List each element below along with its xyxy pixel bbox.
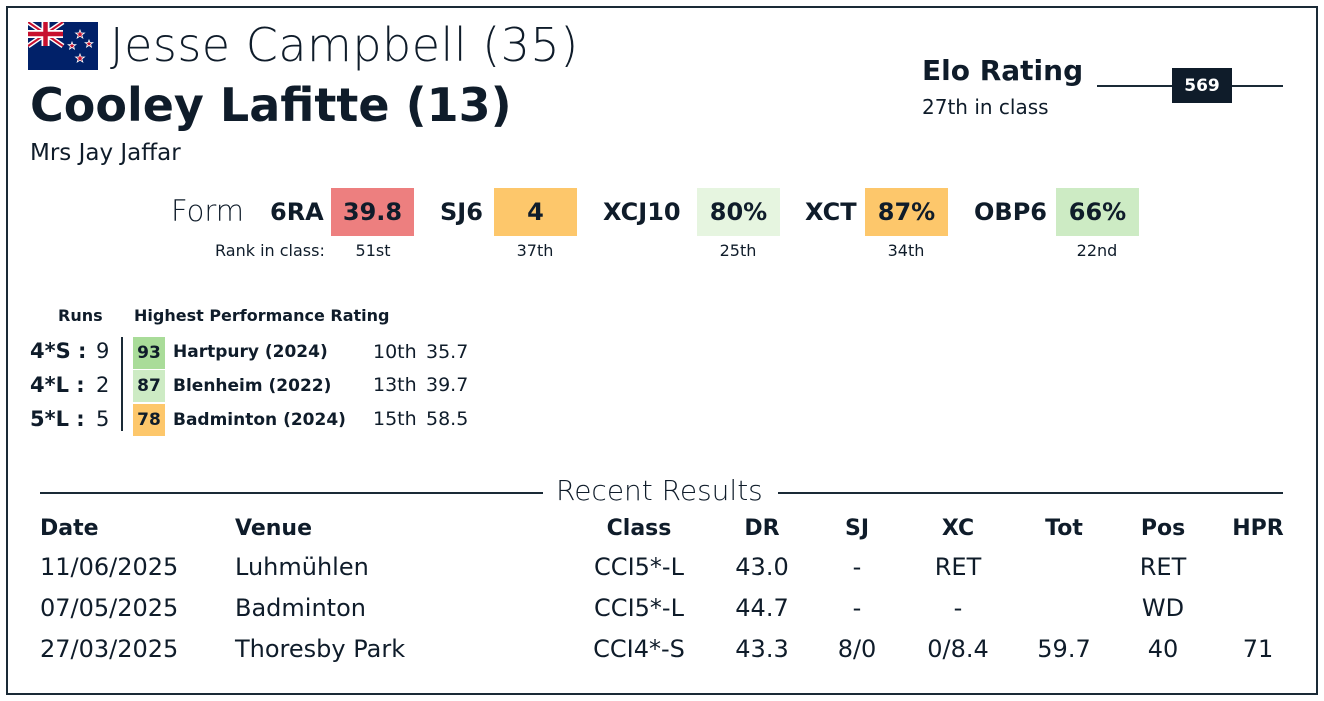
hpr-event: Hartpury (2024) [173, 342, 328, 362]
col-header-date: Date [40, 516, 99, 541]
col-header-hpr: HPR [1232, 516, 1284, 541]
hpr-position: 13th [373, 374, 417, 396]
col-header-tot: Tot [1045, 516, 1083, 541]
hpr-position: 15th [373, 408, 417, 430]
recent-results-rule-right [778, 492, 1283, 494]
form-metric-value: 39.8 [331, 188, 414, 236]
col-header-dr: DR [744, 516, 780, 541]
run-count: 2 [96, 373, 110, 397]
result-class: CCI4*-S [593, 635, 685, 663]
form-metric-value: 80% [697, 188, 780, 236]
hpr-event: Blenheim (2022) [173, 376, 332, 396]
result-pos: 40 [1147, 635, 1179, 663]
form-metric-rank: 22nd [1076, 241, 1118, 260]
run-class: 4*S : [30, 339, 87, 363]
hpr-score: 35.7 [426, 341, 469, 363]
col-header-venue: Venue [235, 516, 312, 541]
owner-name: Mrs Jay Jaffar [30, 140, 181, 166]
rank-in-class-label: Rank in class: [215, 241, 325, 260]
form-metric-label: 6RA [270, 198, 324, 226]
hpr-header: Highest Performance Rating [134, 306, 390, 325]
col-header-sj: SJ [844, 516, 870, 541]
hpr-score: 58.5 [426, 408, 469, 430]
result-xc: - [953, 594, 963, 622]
result-sj: - [852, 594, 862, 622]
hpr-event: Badminton (2024) [173, 410, 346, 430]
form-metric-rank: 51st [355, 241, 391, 260]
hpr-value: 87 [133, 370, 165, 402]
form-metric-rank: 25th [719, 241, 757, 260]
recent-results-rule-left [40, 492, 543, 494]
result-venue: Thoresby Park [235, 635, 406, 663]
form-metric-label: SJ6 [440, 198, 483, 226]
form-metric-label: XCT [805, 198, 857, 226]
form-metric-label: OBP6 [974, 198, 1047, 226]
col-header-xc: XC [941, 516, 975, 541]
hpr-position: 10th [373, 341, 417, 363]
form-metric-value: 4 [494, 188, 577, 236]
result-pos: RET [1139, 553, 1187, 581]
elo-value-badge: 569 [1172, 68, 1232, 103]
result-class: CCI5*-L [594, 553, 684, 581]
result-venue: Luhmühlen [235, 553, 369, 581]
run-class: 4*L : [30, 373, 85, 397]
run-count: 9 [96, 339, 110, 363]
result-hpr: 71 [1242, 635, 1274, 663]
recent-results-title: Recent Results [556, 474, 763, 507]
result-venue: Badminton [235, 594, 366, 622]
result-xc: 0/8.4 [927, 635, 989, 663]
result-pos: WD [1141, 594, 1185, 622]
run-count: 5 [96, 407, 110, 431]
form-metric-value: 87% [865, 188, 948, 236]
new-zealand-flag-icon [28, 22, 98, 70]
col-header-class: Class [606, 516, 672, 541]
result-sj: - [852, 553, 862, 581]
result-date: 11/06/2025 [40, 553, 179, 581]
result-sj: 8/0 [837, 635, 877, 663]
runs-header: Runs [58, 306, 103, 325]
result-date: 27/03/2025 [40, 635, 179, 663]
form-metric-label: XCJ10 [603, 198, 681, 226]
col-header-pos: Pos [1140, 516, 1186, 541]
elo-title: Elo Rating [922, 54, 1084, 87]
hpr-value: 78 [133, 404, 165, 436]
horse-name: Cooley Lafitte (13) [30, 78, 512, 132]
hpr-value: 93 [133, 337, 165, 369]
form-metric-rank: 34th [887, 241, 925, 260]
result-dr: 44.7 [735, 594, 789, 622]
elo-class-rank: 27th in class [922, 95, 1049, 119]
rider-name: Jesse Campbell (35) [110, 18, 579, 72]
result-tot: 59.7 [1037, 635, 1091, 663]
result-class: CCI5*-L [594, 594, 684, 622]
result-xc: RET [934, 553, 982, 581]
hpr-score: 39.7 [426, 374, 469, 396]
result-dr: 43.0 [735, 553, 789, 581]
form-metric-rank: 37th [516, 241, 554, 260]
form-metric-value: 66% [1056, 188, 1139, 236]
run-class: 5*L : [30, 407, 85, 431]
card-frame [6, 6, 1318, 695]
result-dr: 43.3 [735, 635, 789, 663]
result-date: 07/05/2025 [40, 594, 179, 622]
runs-divider [121, 337, 123, 431]
form-label: Form [171, 194, 245, 228]
